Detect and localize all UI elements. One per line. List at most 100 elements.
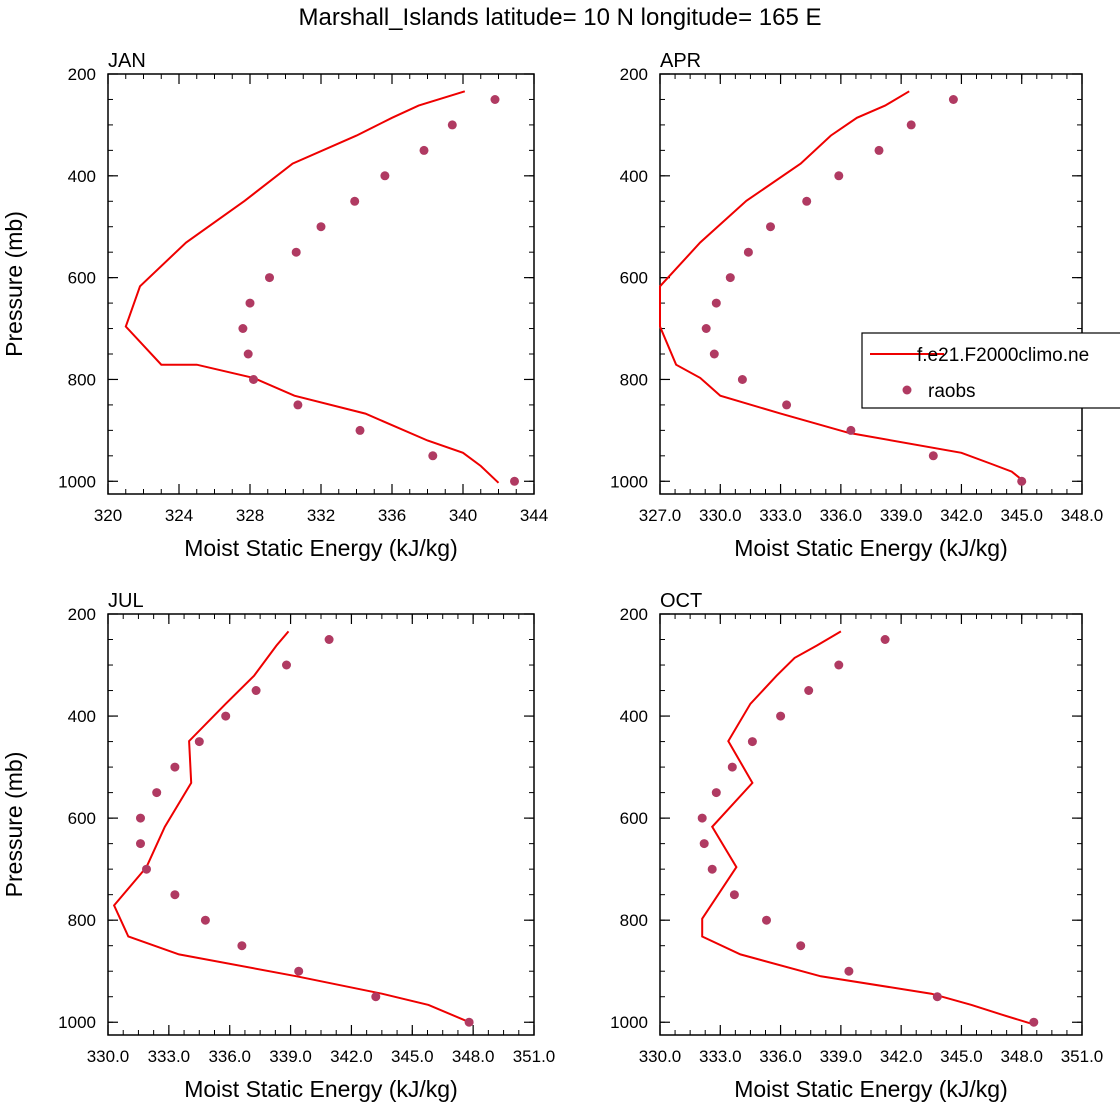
obs-point xyxy=(699,839,709,849)
x-tick-label: 351.0 xyxy=(513,1047,556,1066)
obs-point xyxy=(136,839,145,849)
y-tick-label: 200 xyxy=(68,605,96,624)
obs-point xyxy=(743,247,753,257)
x-tick-label: 345.0 xyxy=(1000,506,1043,525)
figure-title: Marshall_Islands latitude= 10 N longitud… xyxy=(298,4,821,31)
obs-point xyxy=(428,451,438,461)
x-tick-label: 351.0 xyxy=(1061,1047,1104,1066)
obs-point xyxy=(170,762,180,772)
legend-model-label: f.e21.F2000climo.ne xyxy=(917,345,1089,366)
obs-point xyxy=(221,711,231,721)
obs-point xyxy=(709,349,719,359)
obs-point xyxy=(1017,476,1027,486)
y-tick-label: 800 xyxy=(68,911,96,930)
obs-point xyxy=(380,171,390,181)
obs-point xyxy=(464,1017,474,1027)
obs-point xyxy=(737,375,747,384)
y-tick-label: 600 xyxy=(68,809,96,828)
obs-point xyxy=(906,120,916,130)
obs-point xyxy=(796,941,806,951)
obs-point xyxy=(844,966,854,976)
x-tick-label: 340 xyxy=(449,506,477,525)
x-tick-label: 339.0 xyxy=(880,506,923,525)
obs-point xyxy=(170,890,180,900)
obs-point xyxy=(136,813,145,823)
obs-point xyxy=(804,686,814,695)
obs-point xyxy=(725,273,735,283)
y-tick-label: 400 xyxy=(620,167,648,186)
obs-point xyxy=(707,864,717,874)
x-tick-label: 328 xyxy=(236,506,264,525)
obs-point xyxy=(371,992,381,1002)
panel-oct: OCT 330.0 333.0 336.0 339.0 342.0 345.0 348.0 35… xyxy=(610,590,1103,1102)
panel-apr: APR 327.0 330.0 333.0 336.0 339.0 342.0 345.0 34… xyxy=(610,50,1103,561)
x-tick-label: 344 xyxy=(520,506,548,525)
y-tick-label: 1000 xyxy=(58,472,96,491)
y-tick-label: 1000 xyxy=(610,1013,648,1032)
x-axis-title: Moist Static Energy (kJ/kg) xyxy=(734,1076,1008,1102)
x-tick-label: 330.0 xyxy=(699,506,742,525)
x-tick-label: 342.0 xyxy=(940,506,983,525)
y-tick-label: 400 xyxy=(68,707,96,726)
obs-point xyxy=(152,788,162,798)
x-tick-label: 327.0 xyxy=(639,506,682,525)
plot-frame xyxy=(659,73,1083,495)
x-tick-label: 339.0 xyxy=(269,1047,312,1066)
obs-point xyxy=(200,915,210,925)
y-tick-label: 800 xyxy=(620,370,648,389)
obs-point xyxy=(834,660,844,670)
y-tick-label: 200 xyxy=(620,605,648,624)
obs-point xyxy=(237,941,247,951)
obs-point xyxy=(194,737,204,747)
obs-point xyxy=(238,324,248,333)
obs-point xyxy=(834,171,844,181)
obs-point xyxy=(293,400,303,410)
obs-point xyxy=(846,425,856,435)
obs-point xyxy=(711,788,721,798)
obs-point xyxy=(928,451,938,461)
x-axis-title: Moist Static Energy (kJ/kg) xyxy=(734,535,1008,561)
y-tick-label: 1000 xyxy=(610,472,648,491)
y-tick-label: 600 xyxy=(68,269,96,288)
panel-title: JAN xyxy=(108,50,146,72)
panel-title: JUL xyxy=(108,590,144,612)
x-tick-label: 324 xyxy=(165,506,193,525)
panel-jul: JUL 330.0 333.0 336.0 339.0 342.0 345.0 348.0 35… xyxy=(1,590,555,1102)
obs-point xyxy=(782,400,792,410)
obs-point xyxy=(251,686,261,695)
obs-point xyxy=(948,95,958,104)
obs-point xyxy=(291,247,301,257)
x-tick-label: 342.0 xyxy=(880,1047,923,1066)
x-tick-label: 320 xyxy=(94,506,122,525)
x-tick-label: 342.0 xyxy=(330,1047,373,1066)
obs-point xyxy=(350,196,360,206)
model-line-apr xyxy=(659,90,1027,484)
x-tick-label: 336.0 xyxy=(759,1047,802,1066)
obs-point xyxy=(490,95,500,104)
obs-point xyxy=(747,737,757,747)
y-tick-label: 800 xyxy=(68,370,96,389)
y-tick-label: 200 xyxy=(620,65,648,84)
legend: f.e21.F2000climo.ne raobs xyxy=(861,332,1120,409)
x-tick-label: 348.0 xyxy=(1061,506,1104,525)
x-tick-label: 345.0 xyxy=(940,1047,983,1066)
obs-point xyxy=(701,324,711,333)
obs-point xyxy=(880,635,890,644)
obs-point xyxy=(727,762,737,772)
plot-frame xyxy=(107,613,535,1036)
obs-point xyxy=(316,222,326,232)
x-tick-label: 336.0 xyxy=(208,1047,251,1066)
model-line-jan xyxy=(124,90,500,484)
obs-point xyxy=(729,890,739,900)
obs-point xyxy=(766,222,775,232)
obs-point xyxy=(142,864,151,874)
x-axis-title: Moist Static Energy (kJ/kg) xyxy=(184,1076,458,1102)
panel-jan: JAN 320 324 328 332 336 340 344 200 400 600 800 1000… xyxy=(1,50,548,561)
y-tick-label: 1000 xyxy=(58,1013,96,1032)
obs-point xyxy=(282,660,291,670)
x-tick-label: 333.0 xyxy=(148,1047,191,1066)
x-axis-title: Moist Static Energy (kJ/kg) xyxy=(184,535,458,561)
x-tick-label: 336.0 xyxy=(820,506,863,525)
plot-frame xyxy=(659,613,1083,1036)
